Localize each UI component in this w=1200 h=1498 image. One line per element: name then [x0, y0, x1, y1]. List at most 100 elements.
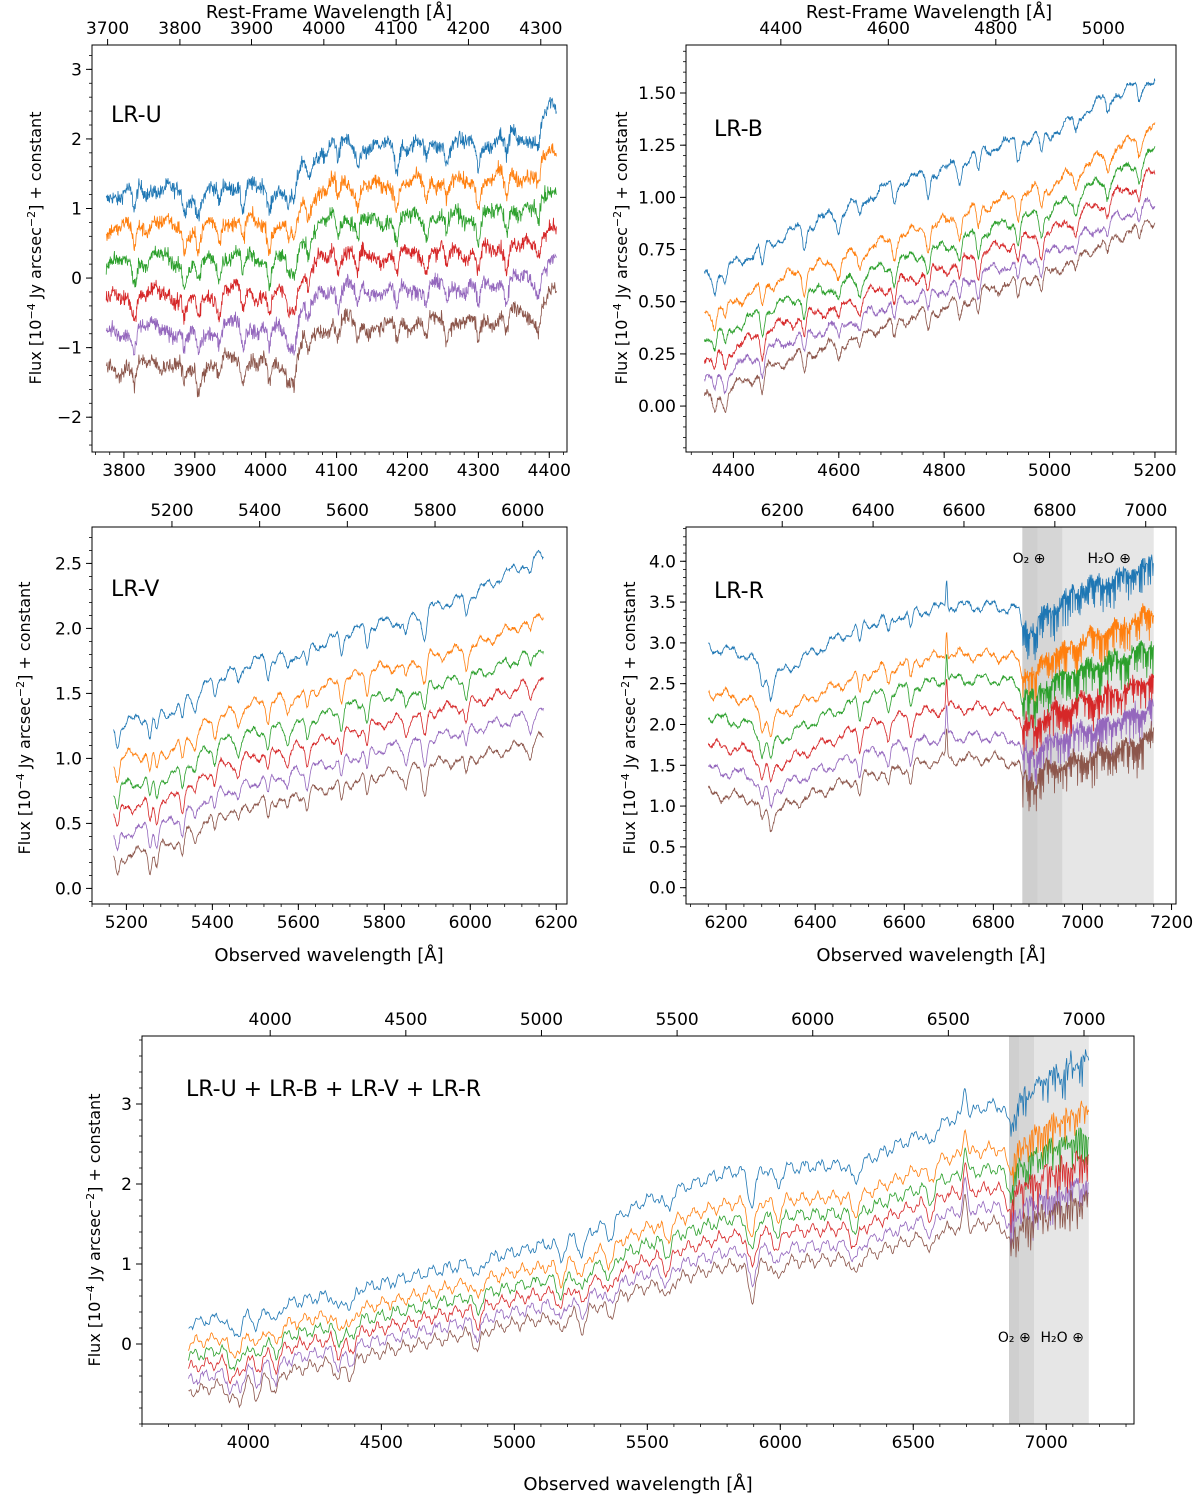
top-tick-label: 4100: [375, 19, 418, 39]
x-axis-title-lr-r: Observed wavelength [Å]: [816, 944, 1045, 966]
top-tick-label: 6400: [851, 501, 894, 521]
y-tick-label: 0: [71, 269, 82, 289]
top-tick-label: 6200: [761, 501, 804, 521]
y-tick-label: 3: [121, 1095, 132, 1115]
top-tick-label: 5500: [655, 1010, 698, 1030]
y-tick-label: 0.0: [55, 879, 82, 899]
x-tick-label: 5400: [191, 913, 234, 933]
top-tick-label: 5200: [150, 501, 193, 521]
top-tick-label: 6600: [942, 501, 985, 521]
y-tick-label: 3.0: [649, 634, 676, 654]
plot-area: [704, 78, 1156, 414]
top-tick-label: 4500: [384, 1010, 427, 1030]
x-tick-label: 6800: [972, 913, 1015, 933]
top-tick-label: 4000: [302, 19, 345, 39]
y-tick-label: 2.0: [649, 715, 676, 735]
top-tick-label: 4400: [759, 19, 802, 39]
band-label: O₂ ⊕: [1013, 551, 1046, 567]
x-tick-label: 6200: [704, 913, 747, 933]
y-tick-label: 1.5: [649, 756, 676, 776]
x-tick-label: 4300: [457, 461, 500, 481]
panel-lr-v: Observed wavelength [Å] Flux [10−4 Jy ar…: [14, 501, 578, 966]
y-tick-label: −2: [57, 408, 82, 428]
x-tick-label: 5200: [105, 913, 148, 933]
x-axis-title-combined: Observed wavelength [Å]: [523, 1473, 752, 1495]
y-tick-label: −1: [57, 339, 82, 359]
spectrum-line: [707, 673, 1155, 784]
plot-frame: [141, 1035, 1135, 1425]
y-tick-label: 1.50: [638, 84, 676, 104]
x-tick-label: 4000: [244, 461, 287, 481]
top-tick-label: 6500: [927, 1010, 970, 1030]
plot-frame: [91, 44, 568, 453]
band-label: H₂O ⊕: [1088, 551, 1131, 567]
top-tick-label: 7000: [1062, 1010, 1105, 1030]
x-tick-label: 5500: [626, 1433, 669, 1453]
y-tick-label: 2.0: [55, 619, 82, 639]
x-tick-label: 7000: [1025, 1433, 1068, 1453]
top-tick-label: 4300: [519, 19, 562, 39]
y-tick-label: 0: [121, 1335, 132, 1355]
y-tick-label: 1: [71, 199, 82, 219]
spectrum-line: [704, 218, 1156, 414]
y-tick-label: 0.75: [638, 241, 676, 261]
top-tick-label: 4600: [867, 19, 910, 39]
top-tick-label: 6800: [1033, 501, 1076, 521]
top-tick-label: 3800: [158, 19, 201, 39]
x-tick-label: 4500: [360, 1433, 403, 1453]
panel-lr-u: Rest-Frame Wavelength [Å] Flux [10−4 Jy …: [25, 1, 571, 481]
top-tick-label: 7000: [1124, 501, 1167, 521]
plot-frame: [685, 44, 1177, 453]
x-tick-label: 6000: [759, 1433, 802, 1453]
x-axis-title-lr-v: Observed wavelength [Å]: [214, 944, 443, 966]
spectrum-line: [704, 122, 1156, 332]
y-tick-label: 3.5: [649, 593, 676, 613]
x-tick-label: 7000: [1061, 913, 1104, 933]
x-tick-label: 5000: [493, 1433, 536, 1453]
x-tick-label: 5000: [1028, 461, 1071, 481]
spectrum-line: [188, 1049, 1090, 1338]
spectrum-line: [707, 640, 1155, 760]
y-tick-label: 3: [71, 60, 82, 80]
y-tick-label: 4.0: [649, 552, 676, 572]
y-axis-title-lr-u: Flux [10−4 Jy arcsec−2] + constant: [25, 112, 45, 385]
x-tick-label: 7200: [1150, 913, 1193, 933]
spectrum-line: [704, 167, 1156, 371]
y-tick-label: 0.0: [649, 879, 676, 899]
x-tick-label: 4100: [315, 461, 358, 481]
panel-label-lr-u: LR-U: [111, 103, 162, 128]
x-tick-label: 6400: [794, 913, 837, 933]
y-axis-title-lr-v: Flux [10−4 Jy arcsec−2] + constant: [14, 582, 34, 855]
spectrum-line: [113, 649, 544, 810]
spectrum-line: [188, 1100, 1090, 1359]
x-tick-label: 4800: [923, 461, 966, 481]
telluric-band: [1019, 1036, 1035, 1424]
y-tick-label: 0.50: [638, 293, 676, 313]
top-axis-title-lr-b: Rest-Frame Wavelength [Å]: [806, 1, 1052, 23]
x-tick-label: 4600: [817, 461, 860, 481]
spectrum-line: [105, 185, 557, 292]
top-tick-label: 3700: [86, 19, 129, 39]
x-tick-label: 4400: [528, 461, 571, 481]
panel-label-lr-b: LR-B: [714, 117, 763, 142]
top-tick-label: 5000: [520, 1010, 563, 1030]
y-tick-label: 1.00: [638, 188, 676, 208]
panel-label-lr-v: LR-V: [111, 577, 159, 602]
y-tick-label: 0.5: [649, 838, 676, 858]
panel-combined: Observed wavelength [Å] Flux [10−4 Jy ar…: [84, 1010, 1135, 1495]
x-tick-label: 5600: [277, 913, 320, 933]
top-tick-label: 4000: [249, 1010, 292, 1030]
panel-lr-r: Observed wavelength [Å] Flux [10−4 Jy ar…: [619, 501, 1193, 966]
x-tick-label: 6500: [892, 1433, 935, 1453]
x-tick-label: 5200: [1133, 461, 1176, 481]
panel-label-lr-r: LR-R: [714, 579, 764, 604]
y-axis-title-combined: Flux [10−4 Jy arcsec−2] + constant: [84, 1094, 104, 1367]
y-tick-label: 2.5: [649, 675, 676, 695]
top-tick-label: 5000: [1082, 19, 1125, 39]
spectrum-line: [113, 707, 544, 852]
y-axis-title-lr-r: Flux [10−4 Jy arcsec−2] + constant: [619, 582, 639, 855]
spectrum-line: [188, 1127, 1090, 1372]
spectrum-line: [113, 612, 544, 784]
plot-area: [188, 1036, 1090, 1424]
